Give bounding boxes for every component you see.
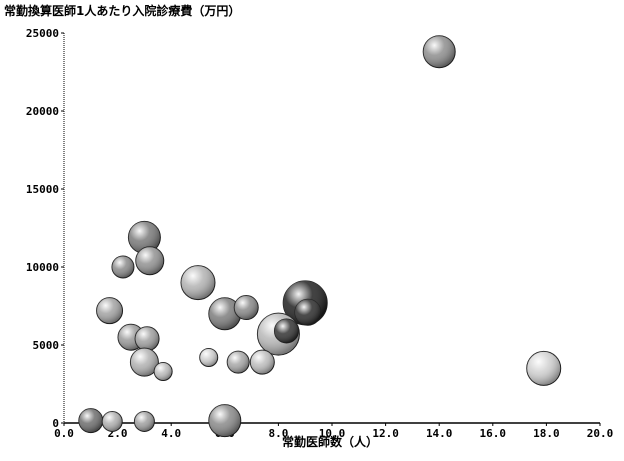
y-tick-label: 0 — [52, 417, 59, 430]
bubble — [273, 318, 299, 344]
x-tick-label: 20.0 — [587, 427, 614, 440]
bubble-shine — [96, 297, 123, 324]
x-tick-label: 12.0 — [372, 427, 399, 440]
bubble — [135, 246, 165, 276]
bubble-shine — [135, 246, 164, 275]
bubble — [422, 35, 456, 69]
bubble-shine — [250, 350, 275, 375]
bubble — [133, 410, 155, 432]
bubble — [78, 408, 104, 434]
bubble-shine — [128, 221, 161, 254]
bubble — [249, 349, 275, 375]
y-tick-label: 15000 — [26, 183, 59, 196]
bubble-shine — [227, 351, 250, 374]
bubble — [101, 410, 123, 432]
x-tick-label: 14.0 — [426, 427, 453, 440]
bubble-series — [78, 35, 562, 438]
bubble-shine — [111, 256, 134, 278]
bubble-shine — [102, 411, 123, 432]
bubble — [233, 295, 259, 321]
bubble — [129, 347, 159, 377]
bubble — [226, 350, 250, 374]
x-axis-label: 常勤医師数（人） — [282, 434, 378, 449]
bubble-shine — [423, 35, 456, 68]
bubble — [111, 255, 135, 279]
x-tick-label: 16.0 — [480, 427, 507, 440]
y-tick-label: 5000 — [33, 339, 60, 352]
x-tick-label: 8.0 — [268, 427, 288, 440]
bubble — [294, 298, 322, 326]
y-tick-label: 25000 — [26, 27, 59, 40]
bubble-shine — [234, 295, 259, 320]
bubble — [96, 297, 124, 325]
x-tick-label: 10.0 — [319, 427, 346, 440]
bubble-shine — [154, 362, 173, 381]
bubble — [208, 404, 242, 438]
x-tick-label: 18.0 — [533, 427, 560, 440]
bubble-shine — [208, 404, 241, 437]
bubble — [180, 265, 216, 301]
y-tick-label: 10000 — [26, 261, 59, 274]
bubble-shine — [134, 411, 155, 432]
bubble-shine — [294, 299, 321, 326]
bubble-shine — [526, 351, 561, 386]
bubble-shine — [181, 265, 215, 300]
bubble-shine — [208, 297, 241, 330]
bubble-shine — [130, 348, 159, 377]
bubble — [153, 362, 173, 382]
x-tick-label: 0.0 — [54, 427, 74, 440]
bubble-shine — [135, 326, 160, 351]
chart-title: 常勤換算医師1人あたり入院診療費（万円） — [4, 3, 240, 18]
bubble-shine — [78, 408, 103, 433]
bubble — [526, 350, 562, 386]
bubble — [199, 347, 219, 367]
bubble-shine — [199, 348, 218, 367]
bubble-shine — [274, 318, 299, 343]
bubble — [134, 326, 160, 352]
y-tick-labels: 0 5000 10000 15000 20000 25000 — [26, 27, 64, 430]
bubble — [208, 297, 242, 331]
x-tick-label: 4.0 — [161, 427, 181, 440]
y-tick-label: 20000 — [26, 105, 59, 118]
